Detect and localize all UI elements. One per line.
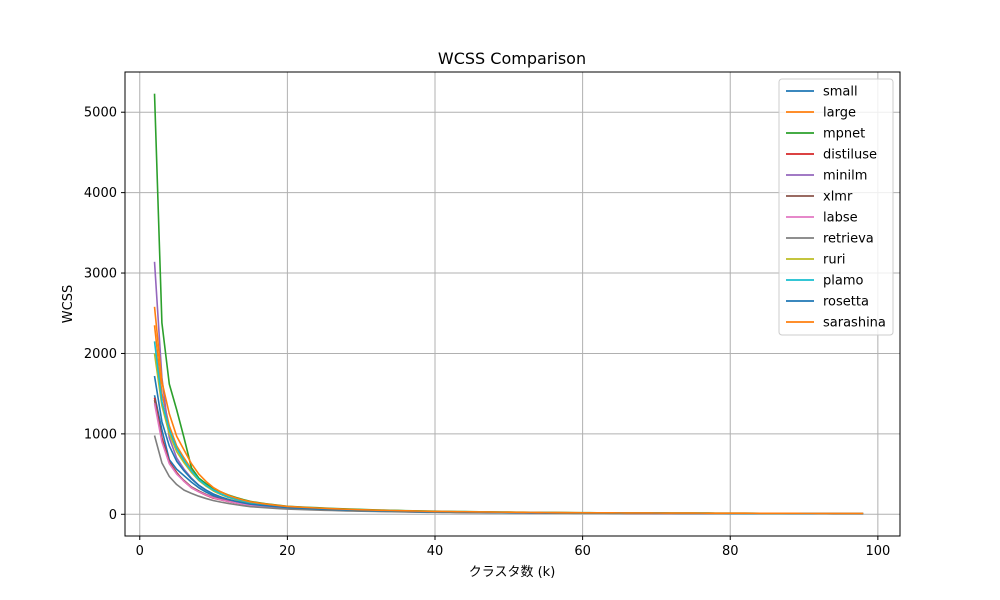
legend-label-rosetta: rosetta	[823, 295, 869, 310]
series-line-plamo	[153, 341, 864, 515]
legend-label-retrieva: retrieva	[823, 232, 874, 247]
legend-label-large: large	[823, 106, 856, 121]
legend-label-minilm: minilm	[823, 169, 867, 184]
series-line-mpnet	[153, 93, 864, 515]
y-tick-label: 1000	[84, 427, 117, 442]
series-line-distiluse	[153, 397, 864, 515]
series-line-small	[153, 395, 864, 515]
legend-label-ruri: ruri	[823, 253, 846, 268]
series-line-sarashina	[153, 306, 864, 515]
legend: small large mpnet distiluse minilm xlmr labse r…	[778, 78, 894, 336]
x-tick-label: 20	[279, 544, 296, 559]
chart-title: WCSS Comparison	[438, 49, 586, 68]
x-tick-label: 80	[722, 544, 739, 559]
series-line-rosetta	[153, 375, 864, 515]
series-line-retrieva	[153, 435, 864, 515]
legend-label-xlmr: xlmr	[823, 190, 853, 205]
legend-label-small: small	[823, 85, 858, 100]
y-axis-label: WCSS	[61, 285, 76, 323]
legend-label-mpnet: mpnet	[823, 127, 865, 142]
y-axis-ticks: 0 1000 2000 3000 4000 5000	[84, 106, 125, 523]
y-tick-label: 3000	[84, 267, 117, 282]
y-tick-label: 0	[109, 508, 117, 523]
series-lines	[153, 93, 864, 515]
x-tick-label: 100	[865, 544, 890, 559]
series-line-minilm	[153, 261, 864, 515]
legend-label-labse: labse	[823, 211, 858, 226]
legend-box	[778, 78, 894, 336]
y-tick-label: 2000	[84, 347, 117, 362]
x-tick-label: 40	[427, 544, 444, 559]
series-line-labse	[153, 403, 864, 515]
y-tick-label: 4000	[84, 186, 117, 201]
x-axis-label: クラスタ数 (k)	[469, 565, 556, 580]
y-tick-label: 5000	[84, 106, 117, 121]
legend-label-plamo: plamo	[823, 274, 863, 289]
x-tick-label: 60	[574, 544, 591, 559]
legend-label-distiluse: distiluse	[823, 148, 877, 163]
plot-frame	[124, 71, 901, 537]
series-line-xlmr	[153, 399, 864, 515]
x-tick-label: 0	[136, 544, 144, 559]
legend-label-sarashina: sarashina	[823, 316, 886, 331]
x-axis-ticks: 0 20 40 60 80 100	[136, 536, 890, 559]
